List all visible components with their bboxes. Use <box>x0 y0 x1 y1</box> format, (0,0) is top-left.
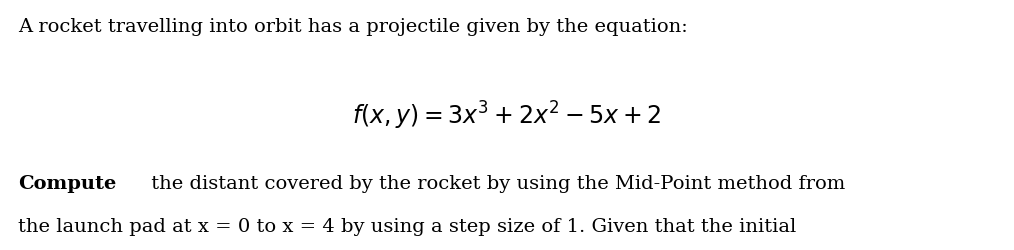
Text: A rocket travelling into orbit has a projectile given by the equation:: A rocket travelling into orbit has a pro… <box>18 18 689 36</box>
Text: the launch pad at x = 0 to x = 4 by using a step size of 1. Given that the initi: the launch pad at x = 0 to x = 4 by usin… <box>18 218 797 236</box>
Text: Compute: Compute <box>18 175 117 193</box>
Text: $f(x, y) = 3x^3 + 2x^2 - 5x + 2$: $f(x, y) = 3x^3 + 2x^2 - 5x + 2$ <box>353 100 661 132</box>
Text: the distant covered by the rocket by using the Mid-Point method from: the distant covered by the rocket by usi… <box>145 175 846 193</box>
